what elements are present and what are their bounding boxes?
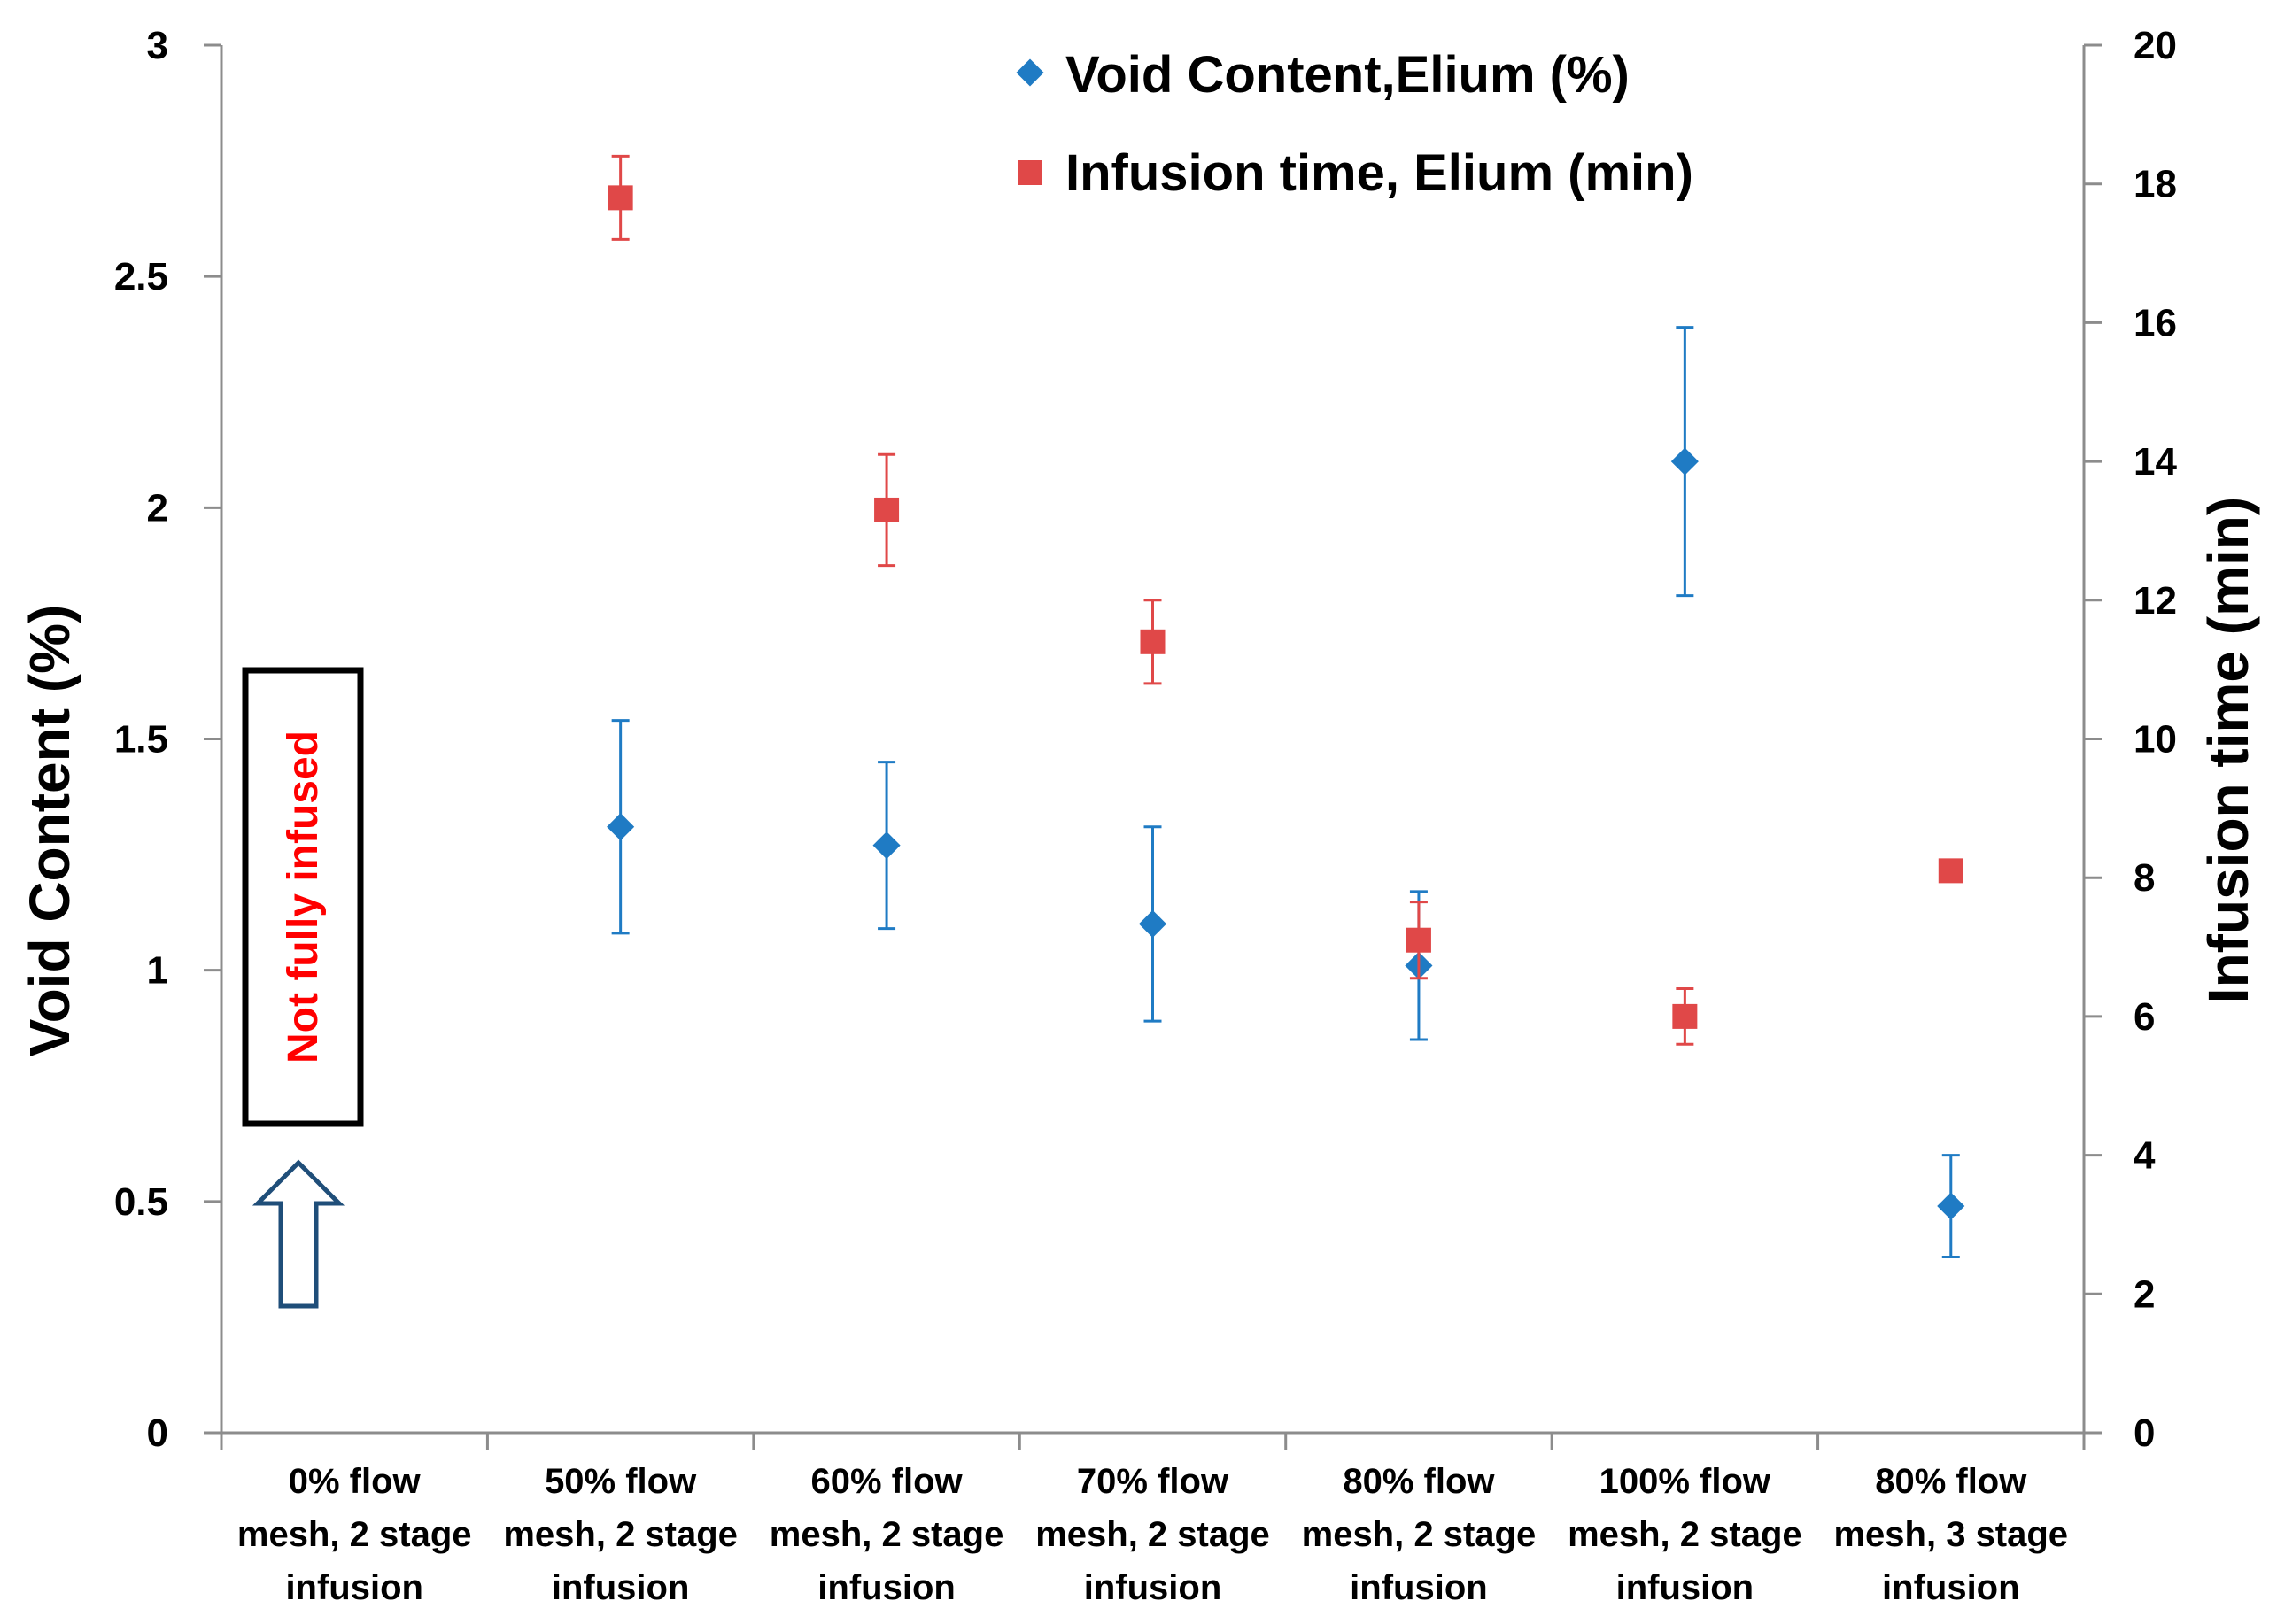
- x-category-label-line: mesh, 2 stage: [770, 1515, 1004, 1554]
- x-category-label: 70% flow mesh, 2 stage infusion: [1035, 1462, 1270, 1607]
- x-category-label-line: 60% flow: [810, 1462, 963, 1501]
- x-category-label-line: infusion: [1084, 1568, 1222, 1607]
- x-category-label-line: infusion: [1350, 1568, 1488, 1607]
- x-category-label-line: 70% flow: [1077, 1462, 1229, 1501]
- y-left-tick-label: 1: [147, 949, 168, 993]
- x-category-label: 80% flow mesh, 2 stage infusion: [1302, 1462, 1537, 1607]
- data-point-diamond: [872, 831, 901, 860]
- data-point-square: [1406, 927, 1431, 953]
- y-right-tick-label: 4: [2134, 1134, 2156, 1178]
- x-category-label-line: infusion: [1616, 1568, 1754, 1607]
- y-right-tick-label: 16: [2134, 301, 2177, 344]
- up-arrow-icon: [252, 1159, 345, 1309]
- x-category-label-line: 0% flow: [289, 1462, 422, 1501]
- annotation-text: Not fully infused: [280, 731, 327, 1063]
- x-category-label-line: infusion: [1882, 1568, 2020, 1607]
- series-infusion-time: [608, 154, 1963, 1046]
- y-right-tick-label: 0: [2134, 1411, 2155, 1455]
- y-right-tick-label: 2: [2134, 1272, 2155, 1316]
- legend-label-infusion: Infusion time, Elium (min): [1065, 144, 1693, 202]
- y-left-tick-label: 0: [147, 1411, 168, 1455]
- x-category-label-line: mesh, 3 stage: [1833, 1515, 2068, 1554]
- y-right-tick-label: 12: [2134, 579, 2177, 623]
- x-category-label: 60% flow mesh, 2 stage infusion: [770, 1462, 1004, 1607]
- x-category-label-line: 50% flow: [545, 1462, 697, 1501]
- data-marks: [607, 154, 1965, 1259]
- annotation-box: [242, 667, 364, 1127]
- legend-marker-infusion: [1018, 160, 1042, 185]
- y-axis-title-left: Void Content (%): [18, 605, 81, 1057]
- y-right-tick-label: 20: [2134, 24, 2177, 67]
- x-category-label-line: 80% flow: [1875, 1462, 2027, 1501]
- y-left-tick-label: 0.5: [114, 1180, 168, 1224]
- x-category-label-line: 100% flow: [1599, 1462, 1771, 1501]
- x-category-label-line: mesh, 2 stage: [1035, 1515, 1270, 1554]
- y-left-tick-label: 3: [147, 24, 168, 67]
- data-point-square: [1672, 1003, 1698, 1029]
- y-axis-title-right: Infusion time (min): [2196, 497, 2260, 1003]
- legend: Void Content,Elium (%) Infusion time, El…: [1016, 46, 1693, 202]
- x-category-label: 0% flow mesh, 2 stage infusion: [237, 1462, 472, 1607]
- y-right-tick-label: 14: [2134, 440, 2177, 483]
- series-void-content: [607, 326, 1965, 1259]
- x-category-label: 100% flow mesh, 2 stage infusion: [1568, 1462, 1802, 1607]
- x-category-label-line: infusion: [285, 1568, 423, 1607]
- x-category-label-line: mesh, 2 stage: [237, 1515, 472, 1554]
- y-left-tick-label: 2: [147, 486, 168, 530]
- legend-label-void: Void Content,Elium (%): [1065, 46, 1630, 104]
- y-right-tick-label: 10: [2134, 718, 2177, 762]
- data-point-diamond: [1670, 447, 1699, 476]
- not-fully-infused-annotation: Not fully infused: [242, 667, 364, 1309]
- x-category-label-line: mesh, 2 stage: [503, 1515, 738, 1554]
- data-point-diamond: [1937, 1192, 1965, 1220]
- y-right-tick-label: 18: [2134, 163, 2177, 206]
- x-category-label-line: mesh, 2 stage: [1302, 1515, 1537, 1554]
- y-right-tick-label: 6: [2134, 995, 2155, 1039]
- data-point-square: [874, 497, 900, 522]
- x-category-label: 50% flow mesh, 2 stage infusion: [503, 1462, 738, 1607]
- axes: 0 0.5 1 1.5 2 2.5 3 0 2 4 6 8 10 12 14 16 18 20 0% flow mes…: [114, 24, 2178, 1607]
- data-point-square: [1140, 629, 1166, 654]
- x-category-label-line: 80% flow: [1343, 1462, 1495, 1501]
- data-point-square: [608, 185, 633, 211]
- data-point-diamond: [1138, 909, 1167, 938]
- data-point-square: [1938, 858, 1963, 884]
- data-point-diamond: [607, 813, 635, 841]
- y-right-tick-label: 8: [2134, 856, 2155, 900]
- y-left-tick-label: 1.5: [114, 718, 168, 762]
- legend-marker-void: [1016, 58, 1044, 87]
- x-category-label: 80% flow mesh, 3 stage infusion: [1833, 1462, 2068, 1607]
- x-category-label-line: infusion: [817, 1568, 956, 1607]
- x-category-label-line: mesh, 2 stage: [1568, 1515, 1802, 1554]
- x-category-label-line: infusion: [552, 1568, 690, 1607]
- y-left-tick-label: 2.5: [114, 255, 168, 298]
